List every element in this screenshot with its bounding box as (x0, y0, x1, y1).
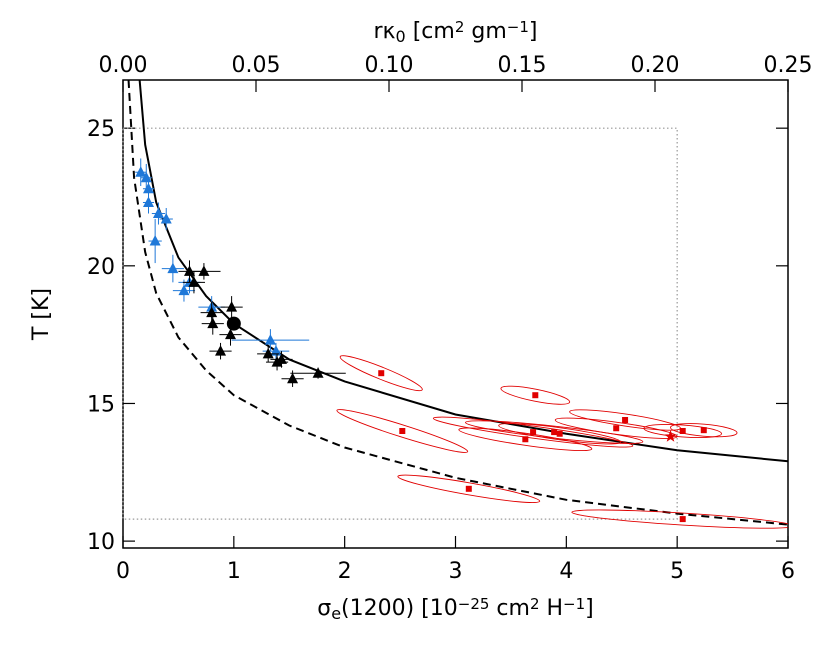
point-triangle (275, 353, 287, 364)
point-star (664, 430, 677, 442)
error-ellipse (458, 427, 593, 452)
x-axis-label-part: −25 (458, 595, 490, 613)
point-triangle (178, 284, 190, 296)
x-axis-label-part: 2 (530, 595, 540, 613)
point-triangle (215, 345, 227, 356)
point-triangle (207, 317, 219, 329)
x-tick-label: 3 (449, 559, 463, 584)
x-axis-label-part: −1 (563, 595, 585, 613)
point-square (530, 429, 537, 436)
y-tick-label: 25 (87, 117, 115, 142)
x-axis-label-part: e (331, 604, 341, 623)
x-axis-label-part: H (540, 596, 564, 621)
point-square (556, 430, 563, 437)
error-ellipse (498, 423, 622, 445)
point-square (522, 436, 529, 443)
point-square (679, 428, 686, 434)
x-axis-label-part: (1200) [10 (341, 596, 458, 621)
point-circle (226, 316, 241, 331)
x-tick-label: 6 (781, 559, 795, 584)
error-ellipse (465, 420, 644, 444)
x-tick-label: 1 (227, 559, 241, 584)
dotted-box (122, 127, 678, 520)
point-triangle (140, 171, 152, 183)
point-triangle (262, 347, 274, 359)
x-tick-label: 5 (670, 559, 684, 584)
x2-axis-label: rκ0 [cm2 gm−1] (374, 18, 538, 46)
error-ellipse (500, 385, 571, 405)
x2-tick-label: 0.15 (498, 53, 547, 78)
point-triangle (142, 182, 154, 194)
error-ellipse (339, 355, 423, 392)
x-tick-label: 0 (116, 559, 130, 584)
x-axis-label-part: cm (489, 596, 530, 621)
point-square (378, 370, 385, 377)
x2-axis-label-part: −1 (507, 18, 529, 36)
point-square (551, 429, 558, 436)
point-triangle (271, 356, 283, 367)
x2-tick-label: 0.25 (764, 53, 813, 78)
point-triangle (167, 262, 179, 274)
x2-axis-label-part: 2 (455, 18, 465, 36)
x2-axis-label-part: rκ (374, 19, 396, 44)
point-triangle (264, 334, 276, 345)
point-triangle (226, 301, 238, 312)
point-square (613, 425, 620, 432)
point-triangle (188, 276, 200, 287)
point-triangle (287, 372, 299, 384)
y-tick-label: 10 (87, 530, 115, 555)
x2-axis-label-part: ] (529, 19, 538, 44)
y-axis-label: T [K] (29, 288, 54, 341)
x2-tick-label: 0.05 (232, 53, 281, 78)
error-ellipse (670, 423, 738, 438)
x2-axis-label-part: [cm (406, 19, 455, 44)
y-tick-label: 15 (87, 392, 115, 417)
point-triangle (206, 306, 218, 318)
error-ellipse (336, 409, 469, 453)
point-triangle (198, 265, 210, 276)
x2-axis-label-part: 0 (396, 27, 406, 46)
point-triangle (152, 207, 164, 219)
x-axis-label-part: ] (585, 596, 594, 621)
point-triangle (312, 367, 324, 378)
x-axis-label-part: σ (317, 596, 331, 621)
curve-solid (138, 80, 788, 463)
error-ellipse (397, 474, 541, 503)
x2-axis-label-part: gm (464, 19, 506, 44)
point-square (700, 427, 707, 434)
curve-dashed (127, 80, 788, 526)
point-square (679, 516, 686, 523)
x2-tick-label: 0.20 (631, 53, 680, 78)
point-triangle (270, 345, 282, 356)
point-triangle (135, 166, 147, 177)
point-square (465, 485, 472, 492)
point-triangle (149, 235, 161, 246)
error-ellipse (432, 416, 634, 448)
point-triangle (160, 213, 172, 224)
point-square (622, 416, 629, 423)
error-ellipse (643, 423, 722, 439)
point-square (532, 392, 539, 399)
y-tick-label: 20 (87, 255, 115, 280)
x2-tick-label: 0.10 (365, 53, 414, 78)
point-triangle (225, 328, 237, 340)
x2-tick-label: 0.00 (99, 53, 148, 78)
x-tick-label: 4 (559, 559, 573, 584)
x-axis-label: σe(1200) [10−25 cm2 H−1] (317, 595, 594, 623)
x-tick-label: 2 (338, 559, 352, 584)
point-triangle (142, 196, 154, 208)
point-triangle (184, 265, 195, 276)
point-square (399, 428, 406, 434)
